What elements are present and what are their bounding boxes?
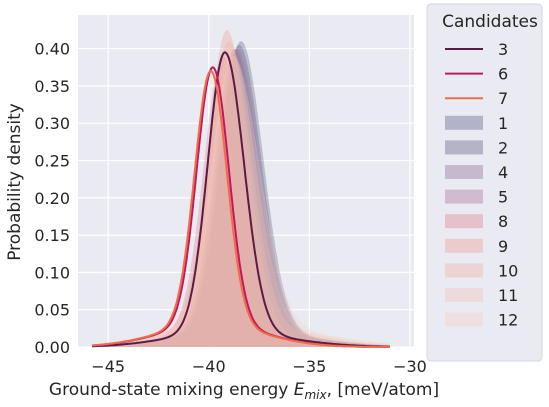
y-tick-label: 0.25	[34, 151, 70, 170]
legend-swatch-10	[445, 263, 483, 278]
legend-label-5: 5	[498, 188, 508, 207]
y-tick-label: 0.20	[34, 189, 70, 208]
legend-swatch-4	[445, 165, 483, 179]
line-density-series	[92, 51, 390, 348]
legend-swatch-1	[445, 115, 483, 130]
legend-frame	[426, 3, 543, 362]
x-axis-label: Ground-state mixing energy Emix, [meV/at…	[49, 380, 439, 402]
x-tick-label: −45	[91, 357, 125, 376]
x-tick-label: −35	[292, 357, 326, 376]
grid-lines	[78, 15, 414, 348]
legend-swatch-2	[445, 140, 483, 155]
y-tick-label: 0.35	[34, 77, 70, 96]
legend-label-7: 7	[498, 89, 508, 108]
legend-swatch-9	[445, 238, 483, 253]
filled-density-series	[92, 30, 390, 348]
density-area-2	[92, 41, 390, 347]
legend-swatch-11	[445, 288, 483, 302]
y-tick-label: 0.05	[34, 301, 70, 320]
legend-label-6: 6	[498, 65, 508, 84]
legend-label-4: 4	[498, 163, 508, 182]
density-line-7	[92, 69, 390, 348]
density-area-11	[92, 48, 390, 347]
density-area-9	[92, 30, 390, 347]
y-tick-label: 0.40	[34, 40, 70, 59]
density-area-10	[92, 41, 390, 347]
legend-label-12: 12	[498, 311, 518, 330]
density-area-8	[92, 56, 390, 347]
y-tick-label: 0.10	[34, 263, 70, 282]
y-axis-label: Probability density	[5, 103, 25, 261]
y-tick-label: 0.15	[34, 226, 70, 245]
density-area-4	[92, 48, 390, 347]
density-area-12	[92, 56, 390, 347]
legend-label-2: 2	[498, 138, 508, 157]
legend-label-3: 3	[498, 40, 508, 59]
y-tick-label: 0.30	[34, 114, 70, 133]
legend-swatch-5	[445, 189, 483, 204]
legend-label-11: 11	[498, 286, 518, 305]
legend-title: Candidates	[442, 12, 538, 32]
density-area-1	[92, 44, 390, 348]
x-tick-label: −30	[393, 357, 427, 376]
legend-label-9: 9	[498, 237, 508, 256]
legend-swatch-8	[445, 214, 483, 229]
legend-label-1: 1	[498, 114, 508, 133]
x-axis-ticks: −45 −40 −35 −30	[91, 357, 427, 376]
legend-swatch-12	[445, 312, 483, 327]
density-line-3	[92, 51, 390, 348]
legend-label-8: 8	[498, 212, 508, 231]
y-tick-label: 0.00	[34, 338, 70, 357]
legend-label-10: 10	[498, 261, 518, 280]
y-axis-ticks: 0.00 0.05 0.10 0.15 0.20 0.25 0.30 0.35 0.40	[34, 40, 70, 357]
x-tick-label: −40	[192, 357, 226, 376]
density-area-5	[92, 48, 390, 347]
